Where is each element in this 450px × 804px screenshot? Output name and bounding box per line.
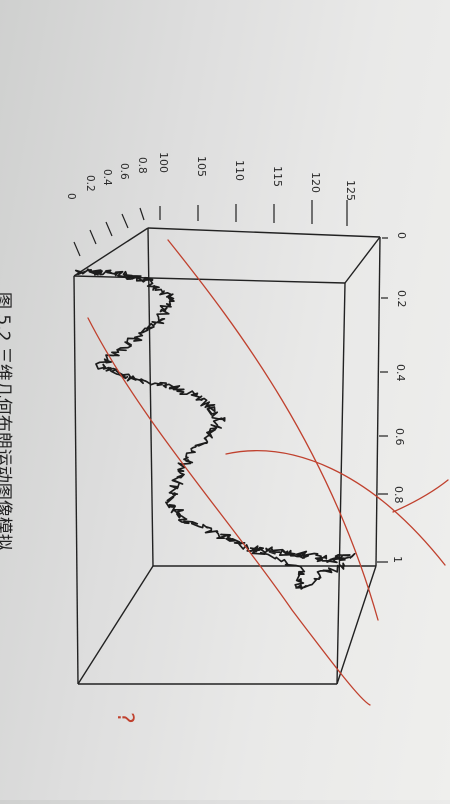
z-tick-label: 110 <box>233 160 246 181</box>
x-axis-tick-labels: 0 0.2 0.4 0.6 0.8 1 <box>391 232 408 563</box>
pencil-line <box>167 239 379 621</box>
z-axis-tick-labels: 125 120 115 110 105 100 <box>157 152 357 201</box>
y-tick-label: 0.4 <box>101 169 113 186</box>
x-tick-label: 0.2 <box>395 290 408 308</box>
brownian-motion-path <box>74 268 356 590</box>
y-axis-tick-labels: 0.8 0.6 0.4 0.2 0 <box>65 157 148 200</box>
pencil-curve <box>87 317 371 706</box>
y-tick-label: 0.6 <box>118 163 130 180</box>
tick-marks <box>73 200 388 563</box>
z-tick-label: 125 <box>344 180 357 201</box>
x-tick-label: 1 <box>391 556 404 563</box>
z-tick-label: 120 <box>309 172 322 193</box>
caption-text: 图 5.2 三维几何布朗运动图像模拟 <box>0 292 13 551</box>
pencil-annotations <box>87 239 449 706</box>
axis-tick <box>139 207 145 221</box>
x-tick-label: 0.4 <box>394 364 407 382</box>
axis-tick <box>89 229 97 245</box>
handwritten-mark: ? <box>112 712 137 724</box>
z-tick-label: 105 <box>195 156 208 177</box>
x-tick-label: 0 <box>395 232 408 239</box>
z-tick-label: 115 <box>271 166 284 187</box>
x-tick-label: 0.8 <box>392 486 405 504</box>
y-tick-label: 0 <box>65 193 77 200</box>
axis-tick <box>121 213 129 229</box>
figure-caption: 图 5.2 三维几何布朗运动图像模拟 <box>0 292 13 551</box>
x-tick-label: 0.6 <box>393 428 406 446</box>
handwritten-question-mark: ? <box>112 712 137 724</box>
brownian-path-group <box>74 268 356 590</box>
pencil-arc <box>225 450 446 566</box>
pencil-stroke-right <box>392 479 449 513</box>
axis-tick <box>105 221 113 237</box>
y-tick-label: 0.2 <box>84 175 96 192</box>
y-tick-label: 0.8 <box>136 157 148 174</box>
z-tick-label: 100 <box>157 152 170 173</box>
axis-tick <box>73 241 81 257</box>
